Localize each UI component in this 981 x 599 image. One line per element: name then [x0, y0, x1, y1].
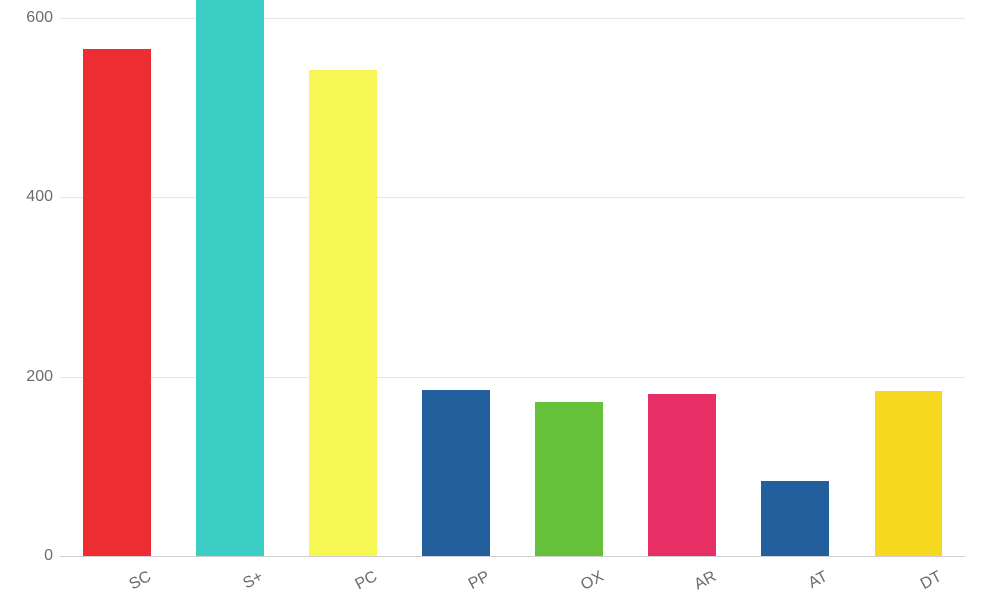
- bars-group: [60, 0, 965, 556]
- x-axis-line: [60, 556, 965, 557]
- x-tick-label: SC: [126, 568, 154, 594]
- x-tick-label: PP: [466, 568, 493, 594]
- x-tick-label: OX: [578, 568, 607, 595]
- bar: [761, 481, 829, 556]
- x-tick-label: AR: [692, 568, 720, 594]
- y-tick-label: 0: [3, 547, 53, 565]
- y-tick-label: 200: [3, 368, 53, 386]
- y-tick-label: 600: [3, 9, 53, 27]
- bar-chart: 0 200 400 600 SC S+ PC PP OX AR AT DT: [0, 0, 981, 599]
- bar: [875, 391, 943, 556]
- bar: [309, 70, 377, 556]
- bar: [535, 402, 603, 556]
- x-tick-label: PC: [352, 568, 380, 594]
- x-tick-label: AT: [806, 568, 831, 593]
- bar: [83, 49, 151, 556]
- bar: [422, 390, 490, 556]
- x-tick-label: S+: [240, 568, 266, 593]
- x-tick-label: DT: [918, 568, 945, 594]
- plot-area: [60, 0, 965, 556]
- bar: [196, 0, 264, 556]
- bar: [648, 394, 716, 556]
- y-tick-label: 400: [3, 188, 53, 206]
